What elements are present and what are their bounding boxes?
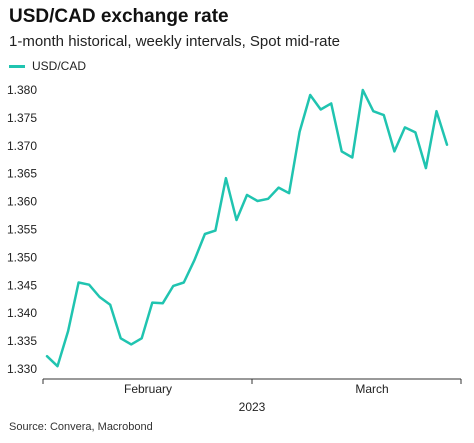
y-tick-label: 1.345 (7, 278, 37, 292)
y-tick-label: 1.370 (7, 139, 37, 153)
y-tick-label: 1.330 (7, 362, 37, 376)
y-tick-label: 1.365 (7, 167, 37, 181)
y-tick-label: 1.375 (7, 111, 37, 125)
y-tick-label: 1.360 (7, 195, 37, 209)
x-axis: February March (42, 379, 462, 396)
source-note: Source: Convera, Macrobond (9, 421, 153, 433)
chart-subtitle: 1-month historical, weekly intervals, Sp… (9, 33, 340, 50)
legend-swatch (9, 64, 25, 68)
series-line-usdcad (45, 88, 449, 368)
chart-title: USD/CAD exchange rate (9, 6, 229, 27)
y-tick-label: 1.350 (7, 250, 37, 264)
series-points (46, 89, 448, 367)
x-tick-label: February (124, 382, 172, 396)
y-tick-label: 1.340 (7, 306, 37, 320)
x-axis-year-label: 2023 (239, 400, 266, 414)
legend-label: USD/CAD (32, 59, 87, 73)
y-tick-label: 1.335 (7, 334, 37, 348)
legend: USD/CAD (9, 59, 86, 73)
x-tick-label: March (355, 382, 388, 396)
y-tick-label: 1.355 (7, 223, 37, 237)
y-tick-label: 1.380 (7, 83, 37, 97)
y-axis: 1.330 1.335 1.340 1.345 1.350 1.355 1.360 1.365… (7, 83, 37, 376)
